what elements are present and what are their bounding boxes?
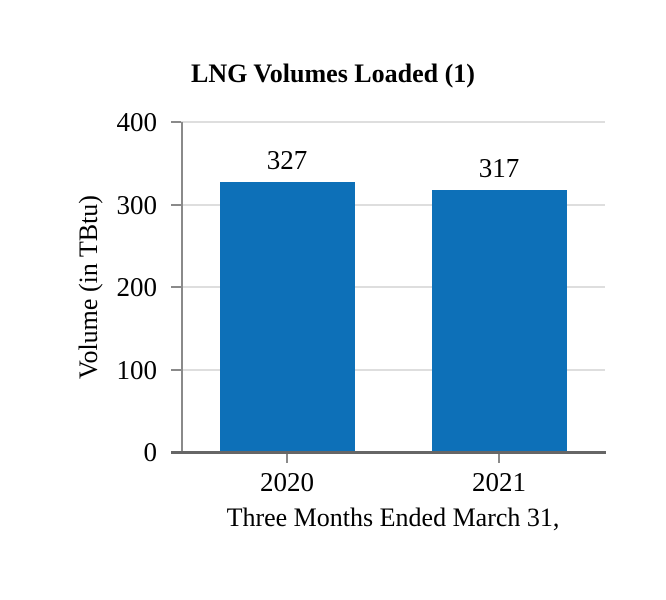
y-tick-label-0: 0 (143, 437, 158, 467)
x-tick-2021 (498, 454, 500, 463)
x-axis-baseline (171, 451, 606, 454)
y-tick-200 (171, 286, 181, 288)
y-tick-label-200: 200 (116, 272, 158, 302)
y-tick-label-300: 300 (116, 190, 158, 220)
bar-2021 (432, 190, 567, 452)
y-axis-line (181, 122, 183, 452)
x-tick-label-2020: 2020 (260, 467, 314, 497)
x-axis-title: Three Months Ended March 31, (226, 503, 560, 532)
bar-value-label-2020: 327 (266, 145, 308, 175)
gridline-100 (181, 369, 605, 371)
y-tick-label-400: 400 (116, 107, 158, 137)
x-tick-2020 (286, 454, 288, 463)
bar-2020 (220, 182, 355, 452)
gridline-200 (181, 286, 605, 288)
y-tick-300 (171, 204, 181, 206)
chart-title: LNG Volumes Loaded (1) (191, 59, 475, 88)
x-tick-label-2021: 2021 (472, 467, 526, 497)
gridline-400 (181, 121, 605, 123)
y-tick-400 (171, 121, 181, 123)
gridline-300 (181, 204, 605, 206)
bar-value-label-2021: 317 (478, 153, 520, 183)
y-tick-label-100: 100 (116, 355, 158, 385)
y-tick-100 (171, 369, 181, 371)
